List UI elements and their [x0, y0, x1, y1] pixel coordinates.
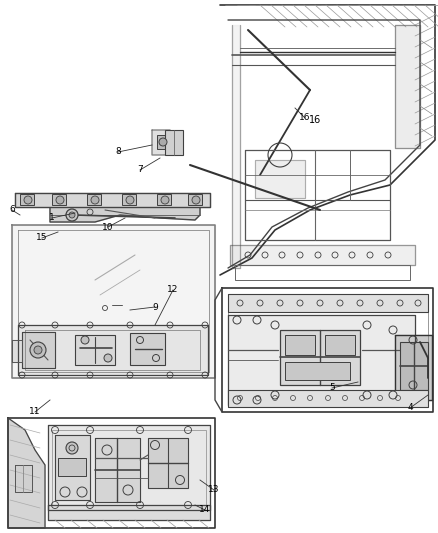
Bar — [20, 194, 34, 205]
Bar — [285, 335, 315, 355]
Text: 8: 8 — [115, 148, 121, 157]
Bar — [157, 194, 171, 205]
Polygon shape — [232, 25, 240, 268]
Polygon shape — [50, 208, 200, 222]
Polygon shape — [152, 130, 180, 155]
Polygon shape — [228, 315, 415, 405]
Bar — [52, 430, 206, 505]
Bar — [122, 194, 136, 205]
Circle shape — [66, 442, 78, 454]
Circle shape — [126, 196, 134, 204]
Polygon shape — [22, 332, 55, 368]
Text: 15: 15 — [36, 233, 48, 243]
Bar — [157, 135, 169, 149]
Bar — [87, 194, 101, 205]
Polygon shape — [55, 435, 90, 500]
Circle shape — [56, 196, 64, 204]
Bar — [58, 458, 86, 476]
Text: 16: 16 — [299, 114, 311, 123]
Polygon shape — [18, 325, 208, 375]
Bar — [280, 330, 360, 385]
Text: 16: 16 — [309, 115, 321, 125]
Text: 13: 13 — [208, 486, 220, 495]
Polygon shape — [255, 160, 305, 198]
Text: 11: 11 — [29, 408, 41, 416]
Text: 10: 10 — [102, 222, 114, 231]
Polygon shape — [8, 418, 45, 528]
Bar — [325, 335, 355, 355]
Bar — [52, 194, 66, 205]
Text: 1: 1 — [49, 214, 55, 222]
Circle shape — [24, 196, 32, 204]
Circle shape — [161, 196, 169, 204]
Text: 12: 12 — [167, 286, 179, 295]
Circle shape — [104, 354, 112, 362]
Bar — [148, 438, 188, 488]
Polygon shape — [12, 340, 22, 362]
Polygon shape — [395, 335, 432, 400]
Text: 6: 6 — [9, 206, 15, 214]
Text: 9: 9 — [152, 303, 158, 311]
Text: 14: 14 — [199, 505, 211, 514]
Polygon shape — [48, 425, 210, 510]
Circle shape — [30, 342, 46, 358]
Bar — [228, 294, 428, 312]
Polygon shape — [15, 193, 210, 207]
Circle shape — [192, 196, 200, 204]
Bar — [285, 362, 350, 380]
Text: 5: 5 — [329, 384, 335, 392]
Polygon shape — [230, 245, 415, 265]
Bar — [228, 390, 428, 407]
Bar — [75, 335, 115, 365]
Circle shape — [159, 138, 167, 146]
Polygon shape — [395, 25, 420, 148]
Circle shape — [34, 346, 42, 354]
Circle shape — [66, 209, 78, 221]
Bar — [165, 130, 183, 155]
Bar — [400, 342, 428, 390]
Circle shape — [91, 196, 99, 204]
Polygon shape — [48, 505, 210, 520]
Polygon shape — [15, 465, 32, 492]
Circle shape — [81, 336, 89, 344]
Bar — [235, 265, 410, 280]
Text: 7: 7 — [137, 166, 143, 174]
Bar — [188, 194, 202, 205]
Text: 4: 4 — [407, 403, 413, 413]
Bar — [130, 333, 165, 365]
Polygon shape — [12, 225, 215, 378]
Circle shape — [69, 212, 75, 218]
Polygon shape — [95, 438, 140, 502]
